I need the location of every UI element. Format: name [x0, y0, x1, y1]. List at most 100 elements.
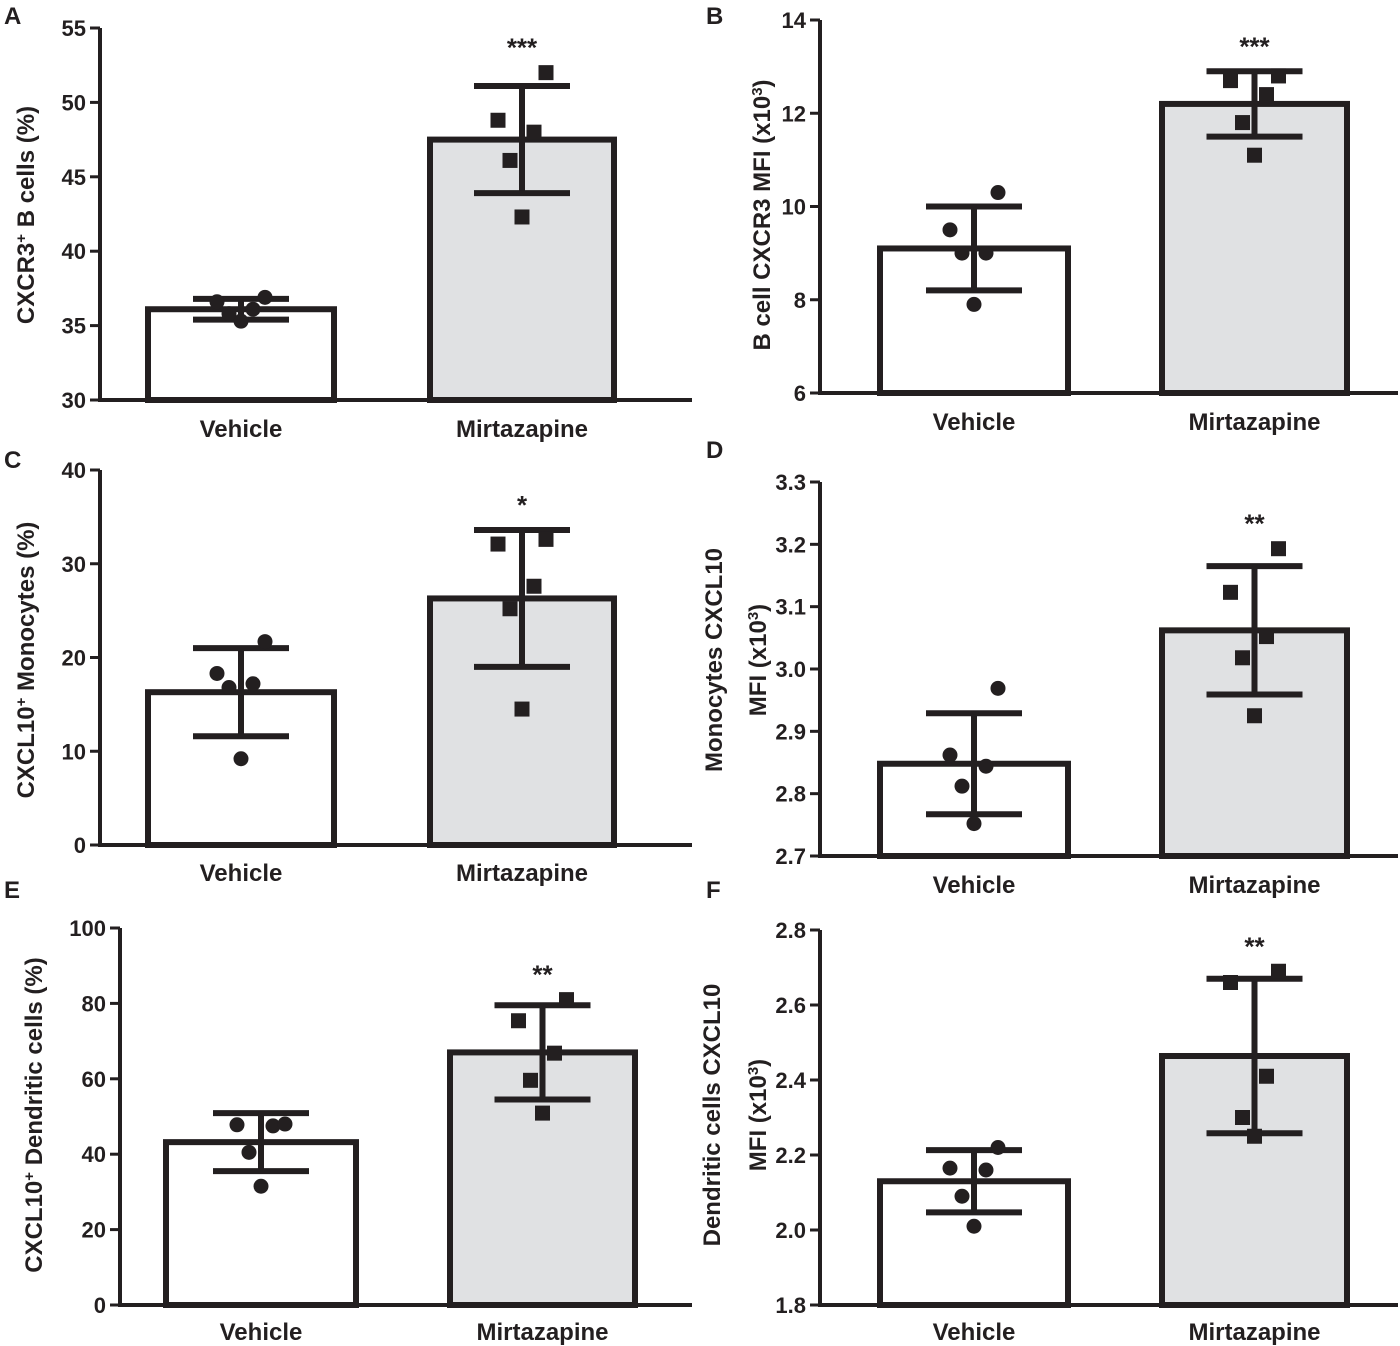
y-axis-title-text: CXCR3 — [13, 243, 40, 324]
significance-e: ** — [532, 960, 553, 990]
data-point-c-vehicle-3 — [209, 665, 225, 681]
category-label-a-mirtazapine: Mirtazapine — [456, 416, 588, 443]
y-axis-title-d-line1: Monocytes CXCL10 — [701, 548, 728, 772]
category-label-f-mirtazapine: Mirtazapine — [1188, 1319, 1320, 1346]
data-point-e-mirtazapine-2 — [547, 1045, 562, 1061]
significance-a: *** — [507, 33, 538, 63]
panel-a: A 30 35 40 45 50 55 CXCR3+ B cells (%) Vehicle Mi… — [4, 3, 692, 443]
significance-f: ** — [1244, 931, 1265, 961]
data-point-d-vehicle-3 — [942, 747, 958, 763]
data-point-c-mirtazapine-4 — [538, 531, 554, 547]
category-label-b-vehicle: Vehicle — [933, 409, 1016, 436]
data-point-b-vehicle-2 — [978, 245, 994, 261]
data-point-d-mirtazapine-3 — [1223, 584, 1238, 600]
data-point-b-vehicle-3 — [942, 222, 958, 238]
y-axis-title-text: CXCL10 — [13, 706, 40, 798]
y-tick-label-f-2: 2.2 — [775, 1143, 806, 1168]
y-tick-label-f-4: 2.6 — [775, 993, 806, 1018]
y-tick-label-b-2: 10 — [782, 195, 806, 220]
y-axis-title-sup: 3 — [745, 1067, 762, 1075]
y-axis-title-f-line2: MFI (x103) — [745, 1059, 773, 1171]
y-tick-label-d-2: 2.9 — [775, 719, 806, 744]
data-point-a-vehicle-1 — [221, 306, 237, 322]
y-tick-label-d-1: 2.8 — [775, 782, 806, 807]
y-axis-title-a: CXCR3+ B cells (%) — [13, 106, 41, 324]
y-tick-label-d-6: 3.3 — [775, 470, 806, 495]
y-tick-label-e-5: 100 — [69, 916, 106, 941]
panel-letter-c: C — [4, 447, 21, 474]
y-tick-label-e-4: 80 — [82, 991, 106, 1016]
data-point-e-mirtazapine-0 — [535, 1105, 550, 1121]
panel-letter-f: F — [706, 877, 721, 904]
y-tick-label-c-4: 40 — [62, 458, 86, 483]
panel-c: C 0 10 20 30 40 CXCL10+ Monocytes (%) Vehicle Mi… — [4, 447, 692, 887]
data-point-b-mirtazapine-4 — [1271, 68, 1286, 84]
y-axis-title-f-line1: Dendritic cells CXCL10 — [699, 984, 726, 1247]
y-axis-title-d-line2: MFI (x103) — [745, 604, 773, 716]
y-axis-title-text: Dendritic cells CXCL10 — [699, 984, 726, 1247]
data-point-f-mirtazapine-1 — [1235, 1110, 1250, 1125]
y-axis-title-sup: + — [13, 697, 30, 706]
category-label-a-vehicle: Vehicle — [200, 416, 283, 443]
y-tick-label-e-2: 40 — [82, 1142, 106, 1167]
data-point-d-mirtazapine-2 — [1259, 629, 1274, 645]
data-point-a-mirtazapine-1 — [502, 152, 518, 168]
data-point-f-mirtazapine-0 — [1247, 1128, 1262, 1144]
data-point-d-vehicle-4 — [990, 680, 1006, 696]
y-axis-title-suffix: ) — [745, 604, 772, 612]
y-axis-title-text: MFI (x10 — [745, 1075, 772, 1171]
data-point-f-vehicle-3 — [942, 1160, 958, 1176]
y-tick-label-c-2: 20 — [62, 646, 86, 671]
panel-letter-b: B — [706, 3, 723, 30]
category-label-c-vehicle: Vehicle — [200, 860, 283, 887]
data-point-b-mirtazapine-0 — [1247, 147, 1262, 163]
data-point-e-vehicle-4 — [277, 1116, 293, 1132]
data-point-d-mirtazapine-4 — [1271, 541, 1286, 557]
y-tick-label-e-3: 60 — [82, 1067, 106, 1092]
y-tick-label-a-4: 50 — [62, 90, 86, 115]
data-point-f-vehicle-2 — [978, 1162, 994, 1178]
y-tick-label-d-4: 3.1 — [775, 595, 806, 620]
y-tick-label-f-5: 2.8 — [775, 918, 806, 943]
y-axis-title-sup: 3 — [749, 87, 766, 95]
y-tick-label-a-3: 45 — [62, 165, 86, 190]
data-point-a-vehicle-4 — [257, 289, 273, 305]
y-axis-title-text: B cell CXCR3 MFI (x10 — [749, 96, 776, 351]
y-tick-label-a-2: 40 — [62, 239, 86, 264]
y-tick-label-b-3: 12 — [782, 101, 806, 126]
data-point-f-mirtazapine-3 — [1223, 975, 1238, 990]
panel-letter-d: D — [706, 437, 723, 464]
data-point-c-mirtazapine-2 — [526, 578, 542, 594]
y-tick-label-d-0: 2.7 — [775, 844, 806, 869]
y-tick-label-f-0: 1.8 — [775, 1293, 806, 1318]
data-point-b-vehicle-1 — [954, 245, 970, 261]
y-axis-title-c: CXCL10+ Monocytes (%) — [13, 522, 41, 799]
y-axis-title-b: B cell CXCR3 MFI (x103) — [749, 79, 777, 350]
significance-b: *** — [1239, 31, 1270, 61]
panel-letter-a: A — [4, 3, 21, 30]
y-axis-title-suffix: ) — [745, 1059, 772, 1067]
y-tick-label-d-5: 3.2 — [775, 532, 806, 557]
y-tick-label-f-3: 2.4 — [775, 1068, 806, 1093]
y-axis-title-text: Monocytes CXCL10 — [701, 548, 728, 772]
y-tick-label-a-0: 30 — [62, 388, 86, 413]
category-label-d-vehicle: Vehicle — [933, 872, 1016, 899]
data-point-f-vehicle-0 — [966, 1218, 982, 1234]
bar-b-mirtazapine — [1159, 100, 1350, 397]
panel-b: B 6 8 10 12 14 B cell CXCR3 MFI (x103) Vehicle M… — [706, 3, 1398, 436]
y-axis-title-sup: + — [21, 1172, 38, 1181]
y-axis-title-suffix: ) — [749, 79, 776, 87]
y-tick-label-f-1: 2.0 — [775, 1218, 806, 1243]
y-axis-title-text: CXCL10 — [21, 1181, 48, 1273]
data-point-e-vehicle-1 — [241, 1144, 257, 1160]
data-point-a-vehicle-3 — [209, 294, 225, 310]
data-point-a-mirtazapine-0 — [514, 209, 530, 225]
data-point-b-mirtazapine-2 — [1259, 87, 1274, 103]
category-label-d-mirtazapine: Mirtazapine — [1188, 872, 1320, 899]
y-axis-title-sup: 3 — [745, 612, 762, 620]
data-point-d-mirtazapine-1 — [1235, 650, 1250, 666]
data-point-c-vehicle-4 — [257, 634, 273, 650]
data-point-d-mirtazapine-0 — [1247, 708, 1262, 724]
y-tick-label-d-3: 3.0 — [775, 657, 806, 682]
